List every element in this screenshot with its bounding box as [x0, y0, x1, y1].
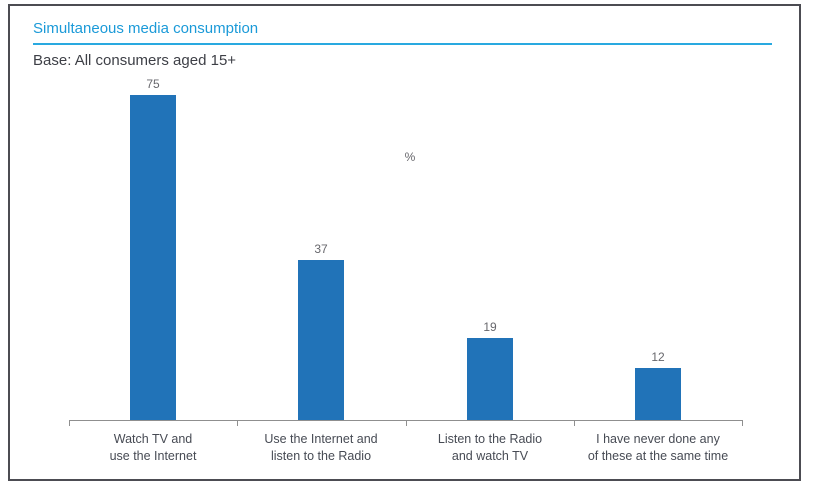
title-underline: [33, 43, 772, 45]
chart-title: Simultaneous media consumption: [33, 20, 259, 37]
base-note: Base: All consumers aged 15+: [33, 52, 237, 69]
chart-card: [8, 4, 801, 481]
